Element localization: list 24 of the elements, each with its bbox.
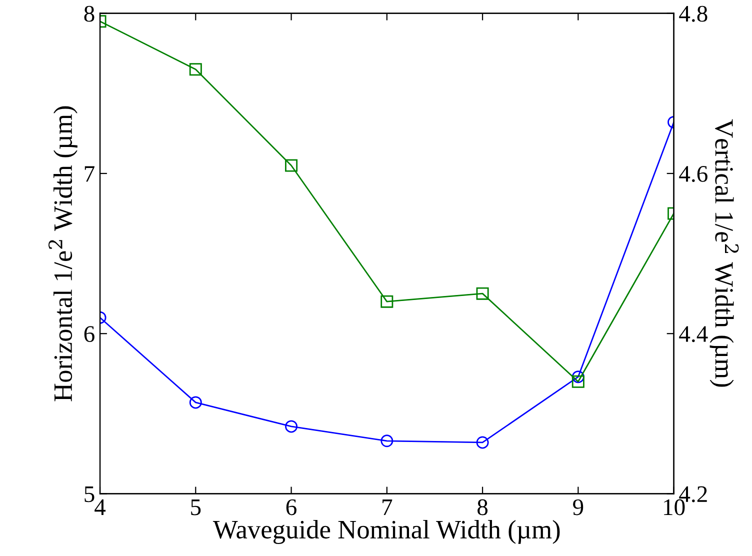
point xyxy=(285,420,298,433)
point xyxy=(380,295,394,308)
y2-tick-label: 4.6 xyxy=(679,166,708,182)
point xyxy=(380,434,394,448)
x-tick-label: 5 xyxy=(191,500,201,516)
point xyxy=(476,436,489,449)
y-tick-label: 6 xyxy=(84,326,94,342)
x-tick-label: 8 xyxy=(478,499,488,516)
point xyxy=(572,375,584,388)
y-tick-label: 7 xyxy=(84,166,94,182)
y2-axis-title: Vertical 1/e$^{2}$ Width (µm) xyxy=(710,119,739,387)
y2-tick-label: 4.4 xyxy=(679,326,708,342)
x-tick-label: 9 xyxy=(573,499,584,516)
y-tick-label: 8 xyxy=(84,6,94,22)
y-axis-title: Horizontal 1/e$^{2}$ Width (µm) xyxy=(48,106,78,402)
y2-tick-label: 4.8 xyxy=(679,6,708,22)
x-axis-title: Waveguide Nominal Width (µm) xyxy=(212,520,560,544)
y-tick-label: 5 xyxy=(84,486,94,502)
x-tick-label: 7 xyxy=(382,500,392,515)
x-tick-label: 4 xyxy=(94,499,106,515)
point xyxy=(572,370,584,384)
point xyxy=(476,287,489,300)
point xyxy=(285,159,298,172)
x-tick-label: 6 xyxy=(286,499,296,516)
